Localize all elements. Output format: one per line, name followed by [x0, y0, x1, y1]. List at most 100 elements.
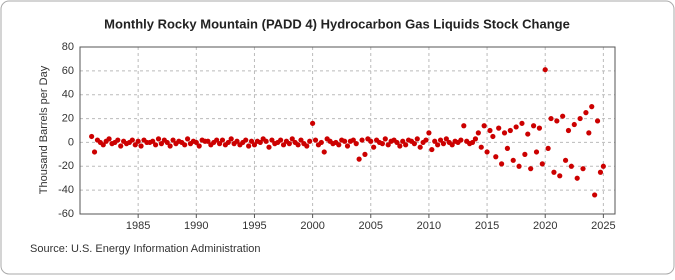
- data-point: [295, 142, 301, 148]
- data-point: [353, 141, 359, 147]
- data-point: [586, 130, 592, 136]
- data-point: [289, 136, 295, 142]
- data-point: [248, 138, 255, 144]
- data-point: [568, 163, 574, 169]
- data-point: [592, 192, 598, 198]
- data-point: [228, 136, 234, 142]
- x-tick-label: 2025: [591, 220, 615, 232]
- data-point: [545, 145, 551, 151]
- x-tick-label: 2005: [359, 220, 383, 232]
- data-point: [216, 141, 223, 147]
- data-point: [184, 136, 191, 142]
- data-point: [152, 142, 159, 148]
- data-point: [548, 115, 554, 122]
- data-point: [487, 127, 493, 134]
- chart-title: Monthly Rocky Mountain (PADD 4) Hydrocar…: [104, 16, 570, 31]
- data-point: [129, 137, 135, 143]
- data-point: [528, 166, 534, 172]
- data-point: [394, 139, 400, 146]
- data-point: [574, 175, 580, 181]
- data-point: [385, 142, 391, 148]
- data-point: [493, 154, 499, 160]
- data-point: [318, 139, 324, 146]
- data-point: [432, 138, 438, 144]
- x-tick-label: 1990: [184, 220, 208, 232]
- y-tick-label: -20: [58, 160, 74, 172]
- data-point: [510, 157, 516, 163]
- data-point: [182, 142, 188, 148]
- data-point: [423, 137, 429, 143]
- data-point: [472, 136, 479, 142]
- data-point: [481, 123, 487, 129]
- x-tick-label: 2000: [300, 220, 324, 232]
- data-point: [257, 139, 263, 146]
- data-point: [513, 124, 519, 130]
- data-point: [219, 137, 226, 143]
- data-point: [371, 144, 377, 150]
- data-point: [214, 137, 220, 143]
- data-point: [542, 67, 548, 73]
- x-tick-label: 1985: [126, 220, 150, 232]
- data-point: [400, 138, 406, 144]
- data-point: [350, 137, 356, 143]
- data-point: [164, 139, 170, 146]
- data-point: [251, 142, 258, 148]
- data-point: [533, 149, 540, 155]
- y-tick-label: -60: [58, 208, 74, 220]
- data-point: [484, 149, 490, 155]
- data-point: [304, 143, 310, 149]
- data-point: [435, 142, 441, 148]
- data-point: [426, 130, 432, 136]
- y-tick-label: 0: [68, 136, 74, 148]
- data-point: [100, 142, 106, 148]
- data-point: [243, 137, 249, 143]
- data-point: [170, 137, 176, 143]
- data-point: [225, 139, 231, 146]
- data-point: [158, 141, 165, 147]
- data-point: [196, 143, 202, 149]
- data-point: [278, 137, 284, 143]
- data-point: [490, 133, 496, 140]
- y-tick-label: 80: [62, 41, 74, 53]
- data-point: [193, 139, 199, 146]
- data-point: [507, 127, 513, 134]
- data-point: [525, 131, 531, 137]
- data-point: [565, 127, 572, 134]
- plot-area: [79, 46, 616, 215]
- data-point: [562, 157, 569, 163]
- data-point: [461, 123, 467, 129]
- data-point: [458, 137, 464, 143]
- x-tick-label: 2010: [417, 220, 441, 232]
- data-point: [336, 142, 342, 148]
- data-point: [269, 137, 275, 143]
- data-point: [382, 136, 388, 142]
- data-point: [321, 149, 327, 155]
- data-point: [597, 169, 604, 175]
- data-point: [589, 104, 595, 110]
- data-point: [600, 163, 606, 169]
- data-point: [594, 118, 601, 124]
- data-point: [307, 138, 313, 144]
- x-tick-label: 2020: [533, 220, 557, 232]
- data-point: [443, 136, 449, 142]
- data-point: [356, 156, 362, 162]
- y-tick-label: 60: [62, 65, 74, 77]
- data-point: [504, 145, 511, 151]
- data-point: [359, 137, 365, 143]
- data-point: [246, 143, 252, 149]
- data-point: [263, 138, 269, 144]
- data-point: [496, 125, 502, 131]
- data-point: [580, 166, 586, 172]
- data-point: [411, 141, 417, 147]
- data-point: [234, 138, 240, 144]
- data-point: [557, 173, 563, 179]
- data-point: [554, 118, 560, 124]
- data-point: [379, 141, 385, 147]
- x-tick-label: 2015: [475, 220, 499, 232]
- data-point: [115, 137, 121, 143]
- data-point: [167, 143, 173, 149]
- y-tick-label: -40: [58, 184, 74, 196]
- data-point: [150, 138, 156, 144]
- data-point: [266, 144, 272, 150]
